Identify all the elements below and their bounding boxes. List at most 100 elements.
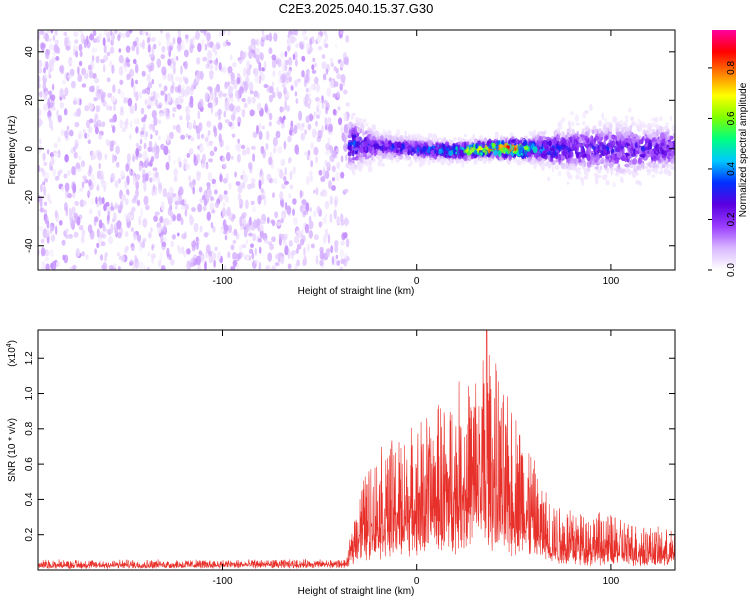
signal-speckle <box>623 131 629 139</box>
noise-speckle <box>179 115 183 121</box>
noise-speckle <box>252 233 257 242</box>
signal-speckle <box>538 132 544 137</box>
noise-speckle <box>38 226 44 231</box>
signal-speckle <box>518 148 522 155</box>
noise-speckle <box>305 93 309 103</box>
noise-speckle <box>54 259 57 267</box>
noise-speckle <box>56 261 60 267</box>
noise-speckle <box>322 216 328 224</box>
colorbar-tick-label: 0.6 <box>726 111 737 125</box>
noise-speckle <box>320 176 326 183</box>
noise-speckle <box>311 69 317 74</box>
signal-speckle <box>547 176 550 182</box>
noise-speckle <box>119 119 124 129</box>
signal-speckle <box>620 168 625 174</box>
signal-speckle <box>457 136 461 142</box>
colorbar-ticks: 0.0 0.2 0.4 0.6 0.8 <box>708 61 737 277</box>
noise-speckle <box>241 87 244 94</box>
noise-speckle <box>292 198 297 205</box>
noise-speckle <box>107 37 111 43</box>
noise-speckle <box>150 253 156 259</box>
signal-speckle <box>360 156 365 164</box>
noise-speckle <box>281 214 287 219</box>
signal-speckle <box>593 129 598 134</box>
noise-speckle <box>188 175 191 182</box>
noise-speckle <box>65 45 71 51</box>
noise-speckle <box>81 234 85 244</box>
noise-speckle <box>287 135 292 143</box>
noise-speckle <box>147 89 150 94</box>
noise-speckle <box>325 102 330 111</box>
noise-speckle <box>207 171 213 182</box>
noise-speckle <box>45 61 49 71</box>
signal-speckle <box>612 116 618 123</box>
noise-speckle <box>192 186 195 195</box>
noise-speckle <box>133 175 136 186</box>
signal-speckle <box>623 122 627 128</box>
noise-speckle <box>292 53 296 60</box>
snr-y-tick-label: 0.6 <box>24 457 35 471</box>
signal-speckle <box>455 146 458 151</box>
noise-speckle <box>70 148 74 154</box>
signal-speckle <box>647 151 650 155</box>
noise-speckle <box>249 109 255 117</box>
noise-speckle <box>100 94 105 103</box>
signal-speckle <box>426 149 431 154</box>
noise-speckle <box>268 121 272 127</box>
noise-speckle <box>271 54 277 61</box>
noise-speckle <box>70 80 76 89</box>
noise-speckle <box>218 31 223 37</box>
noise-speckle <box>168 253 172 261</box>
noise-speckle <box>104 153 108 160</box>
noise-speckle <box>132 154 136 163</box>
spectrogram-y-tick-label: 0 <box>24 146 35 152</box>
signal-speckle <box>665 163 670 168</box>
signal-speckle <box>560 131 565 138</box>
signal-speckle <box>444 158 449 164</box>
signal-speckle <box>551 141 556 146</box>
noise-speckle <box>86 40 91 49</box>
signal-speckle <box>664 133 667 139</box>
noise-speckle <box>316 34 322 44</box>
noise-speckle <box>110 223 114 234</box>
signal-speckle <box>647 142 653 150</box>
signal-speckle <box>478 135 483 141</box>
noise-speckle <box>260 38 265 48</box>
noise-speckle <box>180 134 186 140</box>
noise-speckle <box>230 96 234 103</box>
noise-speckle <box>339 83 344 92</box>
signal-speckle <box>554 131 558 135</box>
signal-speckle <box>603 118 607 122</box>
noise-speckle <box>98 133 103 140</box>
noise-speckle <box>301 123 305 127</box>
noise-speckle <box>91 47 96 54</box>
noise-speckle <box>290 85 294 91</box>
noise-speckle <box>97 209 101 218</box>
signal-speckle <box>531 156 535 164</box>
noise-speckle <box>175 195 179 200</box>
noise-speckle <box>52 35 56 41</box>
noise-speckle <box>59 88 64 98</box>
noise-speckle <box>245 199 249 210</box>
noise-speckle <box>282 241 287 247</box>
noise-speckle <box>76 247 81 257</box>
noise-speckle <box>114 202 118 210</box>
noise-speckle <box>152 167 158 172</box>
noise-speckle <box>114 227 118 235</box>
noise-speckle <box>72 264 77 270</box>
noise-speckle <box>268 94 273 103</box>
noise-speckle <box>131 206 136 213</box>
noise-speckle <box>209 202 215 212</box>
noise-speckle <box>138 261 144 270</box>
noise-speckle <box>40 238 45 244</box>
noise-speckle <box>271 220 276 227</box>
signal-speckle <box>350 115 354 120</box>
noise-speckle <box>237 193 242 202</box>
noise-speckle <box>198 98 204 109</box>
signal-speckle <box>612 136 618 141</box>
signal-speckle <box>366 139 371 144</box>
signal-speckle <box>351 127 356 135</box>
noise-speckle <box>156 58 162 68</box>
noise-speckle <box>102 225 106 232</box>
noise-speckle <box>254 39 259 46</box>
